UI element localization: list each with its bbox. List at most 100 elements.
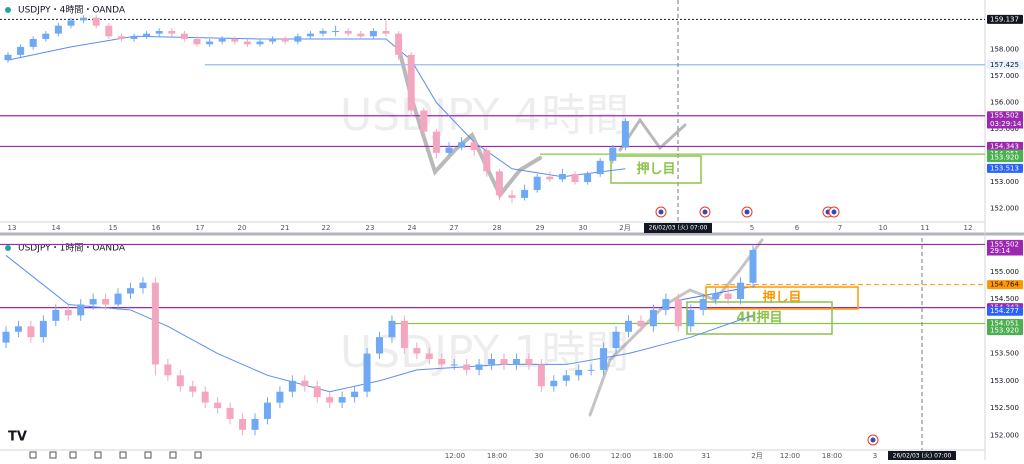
price-label: 155.502 bbox=[990, 240, 1019, 248]
price-label: 155.502 bbox=[990, 112, 1019, 120]
candle-body bbox=[357, 33, 365, 37]
x-axis-label: 11 bbox=[921, 224, 930, 232]
candle-body bbox=[155, 30, 163, 34]
candle-body bbox=[533, 176, 541, 190]
price-tag bbox=[987, 153, 1023, 163]
price-label: 153.513 bbox=[990, 164, 1019, 172]
x-axis-label: 22 bbox=[322, 224, 331, 232]
tool-icon[interactable] bbox=[94, 451, 102, 459]
price-label: 153.920 bbox=[990, 327, 1019, 335]
candle-body bbox=[463, 364, 471, 370]
x-axis-label: 18:00 bbox=[653, 452, 673, 460]
price-tag bbox=[987, 306, 1023, 316]
candle-body bbox=[27, 326, 35, 338]
x-axis-label: 18:00 bbox=[487, 452, 507, 460]
status-dot bbox=[5, 245, 11, 251]
price-tag bbox=[987, 203, 1023, 213]
candle-body bbox=[687, 309, 695, 327]
x-axis-label: 2月 bbox=[619, 224, 630, 232]
x-axis-label: 15 bbox=[109, 224, 118, 232]
tool-icon[interactable] bbox=[194, 451, 202, 459]
candle-body bbox=[251, 418, 259, 430]
candle-body bbox=[508, 195, 516, 198]
annotation-box bbox=[705, 286, 859, 310]
tool-icon[interactable] bbox=[29, 451, 37, 459]
candle-body bbox=[438, 358, 446, 365]
candle-body bbox=[712, 293, 720, 300]
candle-body bbox=[550, 380, 558, 387]
candle-body bbox=[294, 36, 302, 42]
candle-body bbox=[301, 380, 309, 387]
candle-body bbox=[92, 17, 100, 26]
x-axis-label: 30 bbox=[579, 224, 588, 232]
candle-body bbox=[143, 33, 151, 37]
price-tag bbox=[987, 14, 1023, 24]
candle-body bbox=[276, 391, 284, 403]
tool-icon[interactable] bbox=[49, 451, 57, 459]
price-label: 153.000 bbox=[990, 377, 1019, 385]
countdown: 29:14 bbox=[990, 247, 1011, 255]
price-label: 152.000 bbox=[990, 431, 1019, 439]
candle-body bbox=[80, 17, 88, 21]
x-axis-label: 12:00 bbox=[611, 452, 631, 460]
candle-body bbox=[724, 293, 732, 300]
candle-body bbox=[269, 38, 277, 42]
candle-body bbox=[332, 30, 340, 32]
candle-body bbox=[201, 391, 209, 403]
annotation-text: 押し目 bbox=[636, 161, 675, 177]
candle-body bbox=[263, 402, 271, 419]
x-axis-label: 17 bbox=[196, 224, 205, 232]
tool-icon[interactable] bbox=[119, 451, 127, 459]
x-axis-label: 7 bbox=[838, 224, 842, 232]
chart-pane: USDJPY 4時間USDJPY・4時間・OANDA押し目159.137158.… bbox=[0, 0, 1023, 233]
price-tag bbox=[987, 71, 1023, 81]
candle-body bbox=[376, 337, 383, 354]
candle-body bbox=[699, 299, 707, 310]
cursor-label: 26/02/03 (火) 07:00 bbox=[649, 225, 708, 232]
countdown: 03:29:14 bbox=[990, 120, 1022, 128]
x-axis-label: 06:00 bbox=[570, 452, 590, 460]
candle-body bbox=[306, 33, 314, 37]
candle-body bbox=[475, 364, 483, 370]
candle-body bbox=[558, 174, 566, 180]
candle-body bbox=[537, 364, 545, 387]
candle-body bbox=[2, 331, 10, 343]
candle-body bbox=[458, 142, 466, 148]
x-axis-label: 28 bbox=[493, 224, 502, 232]
candle-body bbox=[609, 147, 617, 161]
x-axis-label: 27 bbox=[450, 224, 459, 232]
price-label: 154.277 bbox=[990, 307, 1019, 315]
tool-icon[interactable] bbox=[144, 451, 152, 459]
candle-body bbox=[189, 386, 197, 392]
candle-body bbox=[600, 348, 608, 370]
candle-body bbox=[407, 54, 415, 111]
candle-body bbox=[562, 375, 570, 381]
candle-body bbox=[584, 174, 592, 182]
x-axis-label: 2月 bbox=[751, 452, 762, 460]
price-label: 154.764 bbox=[990, 281, 1019, 289]
candle-body bbox=[256, 41, 264, 45]
price-tag bbox=[987, 45, 1023, 55]
price-label: 154.500 bbox=[990, 295, 1019, 303]
annotation-text: 押し目 bbox=[762, 290, 801, 306]
candle-body bbox=[151, 282, 159, 365]
candle-body bbox=[193, 38, 201, 45]
candle-body bbox=[214, 402, 222, 409]
price-label: 155.000 bbox=[990, 268, 1019, 276]
candle-body bbox=[127, 288, 134, 294]
price-tag bbox=[987, 376, 1023, 386]
x-axis-label: 12 bbox=[964, 224, 973, 232]
tool-icon[interactable] bbox=[69, 451, 77, 459]
candle-body bbox=[450, 364, 458, 366]
drawing-arrow bbox=[396, 43, 542, 199]
candle-body bbox=[319, 30, 327, 34]
tool-icon[interactable] bbox=[169, 451, 177, 459]
candle-body bbox=[483, 150, 491, 172]
candle-body bbox=[77, 304, 85, 316]
logo: TV bbox=[8, 430, 27, 445]
x-axis-label: 31 bbox=[702, 452, 711, 460]
cursor-label: 26/02/03 (火) 07:00 bbox=[893, 453, 952, 460]
candle-body bbox=[749, 249, 757, 283]
cursor-label-bg bbox=[888, 451, 956, 461]
